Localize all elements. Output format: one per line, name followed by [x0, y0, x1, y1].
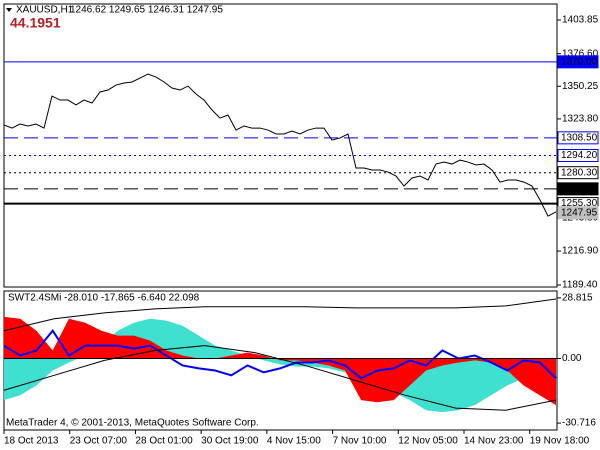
indicator-area — [4, 316, 556, 406]
y-tick-label: -30.716 — [562, 418, 596, 429]
indicator-line — [3, 329, 557, 380]
level-label: 1255.30 — [561, 198, 598, 209]
level-label: 1294.20 — [561, 150, 598, 161]
level-label-box — [557, 55, 599, 69]
level-label-box — [557, 166, 599, 180]
level-label-box — [557, 206, 599, 220]
indicator-line — [3, 345, 557, 411]
symbol: XAUUSD,H1 — [16, 5, 74, 16]
x-tick-label: 30 Oct 19:00 — [201, 436, 259, 447]
level-label: 1247.95 — [561, 207, 598, 218]
y-tick-label: 1376.60 — [562, 48, 599, 59]
y-tick-label: 28.815 — [562, 293, 593, 304]
x-tick-label: 14 Nov 23:00 — [464, 436, 524, 447]
price-line — [3, 73, 557, 217]
price-frame — [3, 3, 558, 288]
y-tick-label: 1216.90 — [562, 246, 599, 257]
y-tick-label: 1189.40 — [562, 280, 598, 291]
level-label-box — [557, 182, 599, 196]
x-tick-label: 12 Nov 05:00 — [398, 436, 458, 447]
level-label: 1308.50 — [561, 132, 598, 143]
menu-arrow[interactable] — [6, 8, 12, 12]
x-tick-label: 7 Nov 10:00 — [333, 436, 387, 447]
x-tick-label: 4 Nov 15:00 — [267, 436, 321, 447]
y-tick-label: 1350.25 — [562, 81, 599, 92]
value-text: 44.1951 — [10, 15, 61, 31]
level-label: 1370.00 — [561, 56, 598, 67]
ohlc: 1246.62 1249.65 1246.31 1247.95 — [70, 5, 223, 16]
indicator-line — [3, 298, 557, 332]
y-tick-label: 1323.80 — [562, 114, 599, 125]
x-tick-label: 28 Oct 01:00 — [135, 436, 193, 447]
level-label-box — [557, 149, 599, 163]
y-tick-label: 0.00 — [562, 353, 582, 364]
x-tick-label: 23 Oct 07:00 — [70, 436, 128, 447]
y-tick-label: 1403.85 — [562, 15, 599, 26]
level-label-box — [557, 131, 599, 145]
x-tick-label: 19 Nov 18:00 — [530, 436, 590, 447]
indicator-title: SWT2.4SMi -28.010 -17.865 -6.640 22.098 — [8, 293, 200, 304]
level-label: 1280.30 — [561, 167, 598, 178]
x-tick-label: 18 Oct 2013 — [4, 436, 59, 447]
level-label: 1267.20 — [561, 184, 598, 195]
footer: MetaTrader 4, © 2001-2013, MetaQuotes So… — [6, 418, 259, 429]
